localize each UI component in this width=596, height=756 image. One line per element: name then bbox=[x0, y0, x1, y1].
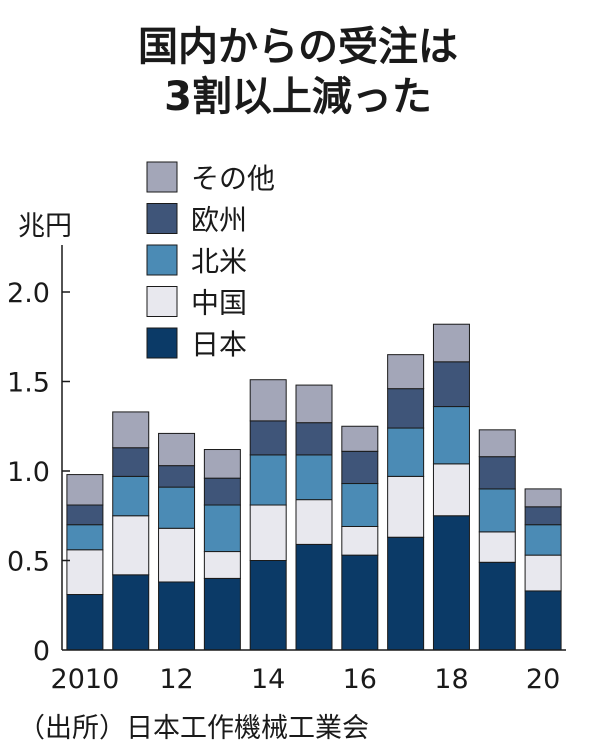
bar-segment-16-4 bbox=[341, 450, 379, 485]
y-tick-label: 0.5 bbox=[7, 547, 50, 578]
bar-segment-11-3 bbox=[112, 475, 150, 517]
title-line-1: 国内からの受注は bbox=[138, 24, 458, 70]
legend-label-4: 中国 bbox=[191, 287, 247, 320]
x-tick-label: 20 bbox=[526, 664, 560, 695]
legend-swatch-3 bbox=[146, 244, 178, 276]
bar-segment-12-4 bbox=[158, 465, 196, 488]
bar-segment-20-3 bbox=[524, 524, 562, 556]
bar-segment-14-2 bbox=[249, 504, 287, 562]
x-tick-label: 2010 bbox=[51, 664, 120, 695]
legend-label-2: 欧州 bbox=[191, 204, 247, 237]
x-tick-label: 18 bbox=[434, 664, 468, 695]
source-note: （出所）日本工作機械工業会 bbox=[18, 713, 369, 744]
y-tick-label: 2.0 bbox=[7, 278, 50, 309]
bar-segment-17-5 bbox=[387, 354, 425, 390]
bar-segment-20-4 bbox=[524, 506, 562, 526]
bar-segment-17-2 bbox=[387, 475, 425, 538]
bar-segment-2010-4 bbox=[66, 504, 104, 526]
bar-segment-15-1 bbox=[295, 543, 333, 651]
bar-segment-18-1 bbox=[432, 515, 470, 651]
bar-segment-20-2 bbox=[524, 554, 562, 592]
title-line-2: 3割以上減った bbox=[164, 74, 432, 120]
legend-swatch-1 bbox=[146, 161, 178, 193]
bar-segment-11-1 bbox=[112, 574, 150, 651]
bar-segment-13-2 bbox=[203, 551, 241, 579]
bar-segment-11-5 bbox=[112, 411, 150, 449]
bar-segment-16-2 bbox=[341, 525, 379, 556]
bar-segment-12-5 bbox=[158, 432, 196, 467]
bar-segment-11-4 bbox=[112, 447, 150, 477]
legend-label-5: 日本 bbox=[191, 328, 247, 361]
bar-segment-14-5 bbox=[249, 379, 287, 422]
bar-segment-13-1 bbox=[203, 577, 241, 651]
chart-title: 国内からの受注は 3割以上減った bbox=[0, 22, 596, 122]
bar-segment-12-3 bbox=[158, 486, 196, 529]
legend-swatch-5 bbox=[146, 327, 178, 359]
bar-segment-16-5 bbox=[341, 425, 379, 452]
bar-segment-16-1 bbox=[341, 554, 379, 651]
bar-segment-20-5 bbox=[524, 488, 562, 508]
bar-segment-18-4 bbox=[432, 361, 470, 408]
y-tick-label: 1.0 bbox=[7, 457, 50, 488]
bar-segment-20-1 bbox=[524, 590, 562, 651]
bar-segment-19-4 bbox=[478, 456, 516, 490]
x-tick-label: 14 bbox=[251, 664, 285, 695]
axes-group: 2010 12 14 16 18 20 0 0.5 1.0 1.5 2.0 bbox=[7, 245, 566, 695]
bar-segment-13-3 bbox=[203, 504, 241, 553]
bar-segment-18-2 bbox=[432, 463, 470, 517]
bar-segment-18-3 bbox=[432, 406, 470, 465]
legend-swatch-4 bbox=[146, 286, 178, 317]
y-tick-label: 1.5 bbox=[7, 368, 50, 399]
bar-segment-2010-3 bbox=[66, 524, 104, 551]
bar-segment-15-4 bbox=[295, 422, 333, 456]
bar-segment-13-5 bbox=[203, 449, 241, 479]
bar-segment-12-1 bbox=[158, 581, 196, 651]
bar-segment-13-4 bbox=[203, 477, 241, 506]
bar-segment-14-4 bbox=[249, 420, 287, 456]
x-tick-label: 12 bbox=[159, 664, 193, 695]
y-axis-unit-label: 兆円 bbox=[18, 211, 72, 242]
x-tick-label: 16 bbox=[343, 664, 377, 695]
bar-segment-17-1 bbox=[387, 536, 425, 651]
bar-segment-17-4 bbox=[387, 388, 425, 429]
bar-segment-2010-1 bbox=[66, 594, 104, 651]
legend-swatch-2 bbox=[146, 203, 178, 234]
bar-segment-14-3 bbox=[249, 454, 287, 506]
bar-segment-19-1 bbox=[478, 561, 516, 651]
bar-segment-2010-5 bbox=[66, 474, 104, 506]
bar-segment-19-5 bbox=[478, 429, 516, 458]
bar-segment-15-5 bbox=[295, 384, 333, 424]
bar-segment-11-2 bbox=[112, 515, 150, 576]
legend-label-1: その他 bbox=[191, 162, 275, 195]
bar-segment-2010-2 bbox=[66, 549, 104, 596]
bars-group bbox=[66, 323, 562, 651]
bar-segment-12-2 bbox=[158, 527, 196, 583]
bar-segment-15-3 bbox=[295, 454, 333, 501]
bar-segment-17-3 bbox=[387, 427, 425, 477]
bar-segment-18-5 bbox=[432, 323, 470, 363]
bar-segment-19-3 bbox=[478, 488, 516, 533]
bar-segment-16-3 bbox=[341, 483, 379, 527]
y-tick-label: 0 bbox=[33, 636, 50, 667]
bar-segment-14-1 bbox=[249, 560, 287, 651]
bar-segment-15-2 bbox=[295, 499, 333, 545]
bar-segment-19-2 bbox=[478, 531, 516, 563]
legend-label-3: 北米 bbox=[191, 245, 247, 278]
